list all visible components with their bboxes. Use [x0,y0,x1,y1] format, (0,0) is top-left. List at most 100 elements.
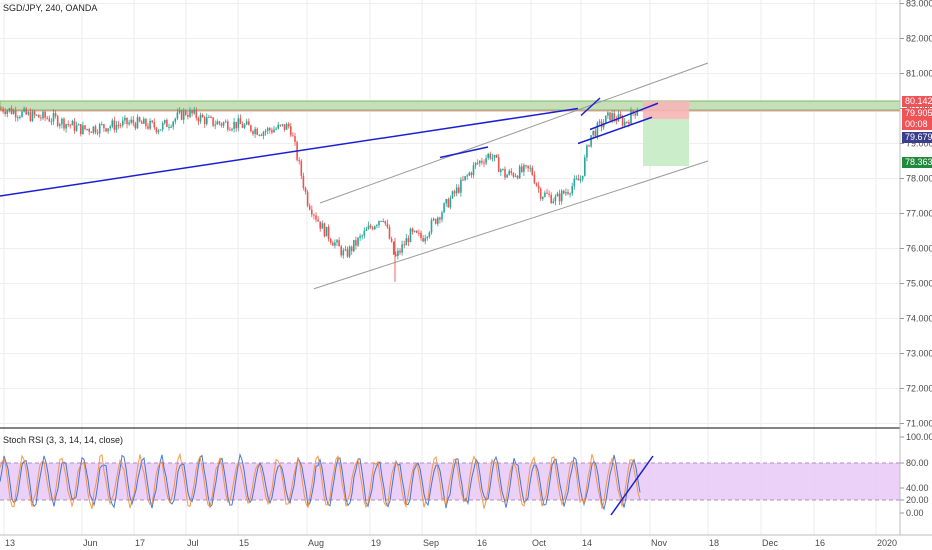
candle-body [428,232,431,237]
candle-body [491,157,494,159]
candle-body [386,223,389,228]
candle-body [424,238,426,242]
candle-body [325,226,328,237]
candle-body [235,121,237,129]
stoch-title[interactable]: Stoch RSI (3, 3, 14, 14, close) [3,435,123,445]
candle-body [367,225,370,230]
chart-title[interactable]: SGD/JPY, 240, OANDA [3,3,97,13]
candle-body [98,124,101,134]
candle-body [556,193,559,197]
candle-body [176,112,179,119]
candle-body [500,169,502,173]
candle-body [563,190,565,194]
time-tick-label: Dec [762,538,779,548]
candles [0,105,639,282]
candle-body [145,118,147,127]
price-tick-label: 81.000 [906,69,932,79]
price-tick-label: 72.000 [906,384,932,394]
candle-body [340,246,342,256]
candle-body [409,228,412,243]
candle-body [508,170,510,175]
price-label-box [902,96,932,107]
candle-body [279,124,282,126]
candle-body [239,118,242,125]
candle-body [634,113,636,116]
channel-lower-line[interactable] [313,160,709,290]
candle-body [464,176,466,180]
price-tick-label: 78.000 [906,174,932,184]
candle-body [512,173,515,177]
candle-body [453,191,456,194]
candle-body [626,121,628,123]
candle-body [302,175,305,188]
candle-body [411,228,414,232]
candle-body [82,125,84,135]
candle-body [90,131,93,133]
time-axis[interactable]: 13 Jun 17 Jul 15 Aug 19 Sep 16 Oct 14 Nov 18 Dec 16 202… [5,538,897,548]
candle-body [430,220,433,233]
candle-body [201,114,204,118]
wedge-trendline[interactable] [580,97,601,117]
candle-body [262,132,265,136]
wedge-trendline[interactable] [577,116,653,145]
candle-body [458,187,460,193]
candle-body [287,123,290,127]
stoch-line-d [0,452,641,509]
candle-body [588,145,590,147]
wedge-trendline[interactable] [589,102,659,131]
candle-body [164,119,166,124]
candle-body [332,242,334,246]
channel-upper-line[interactable] [319,62,709,204]
candle-body [248,121,250,126]
candle-body [613,113,615,120]
candle-body [96,132,99,134]
candle-body [14,110,17,118]
candle-body [470,172,473,176]
price-tick-label: 82.000 [906,34,932,44]
grid-lines [0,0,900,535]
candle-body [170,126,172,128]
candle-body [565,192,567,194]
candle-body [378,220,380,226]
candle-body [504,168,506,178]
candle-body [266,128,269,132]
price-channel [313,62,709,290]
stoch-axis[interactable]: 100.00 80.00 40.00 20.00 0.00 [900,432,932,518]
candle-body [317,219,319,222]
candle-body [153,122,156,128]
candle-body [451,191,454,199]
candle-body [363,230,366,236]
candle-body [134,123,137,129]
candle-body [250,125,252,132]
candle-body [596,122,599,137]
candle-body [166,119,168,127]
candle-body [105,128,107,132]
wedge-trendline[interactable] [439,146,489,159]
price-label-text: 79.905 [905,108,932,118]
candle-body [439,217,441,220]
candle-body [422,238,424,242]
candle-body [466,175,468,177]
candle-body [132,119,135,124]
stop-loss-zone [643,101,689,119]
candle-body [138,117,141,122]
price-axis[interactable]: 83.00082.00081.00080.00079.00078.00077.0… [900,0,932,429]
candle-body [632,110,634,114]
candle-body [630,110,632,124]
candle-body [376,225,378,227]
stoch-tick-label: 100.00 [906,432,932,442]
candle-body [306,191,309,206]
time-tick-label: 14 [582,538,592,548]
candle-body [46,117,48,119]
candle-body [17,117,19,119]
wedge-trendline[interactable] [0,107,579,197]
candle-body [185,110,187,115]
candle-body [552,201,555,204]
candle-body [210,116,212,118]
candle-body [52,113,55,122]
candle-body [130,119,132,123]
candle-body [220,123,223,126]
time-tick-label: Oct [532,538,547,548]
candle-body [258,134,261,136]
candle-body [29,112,32,121]
